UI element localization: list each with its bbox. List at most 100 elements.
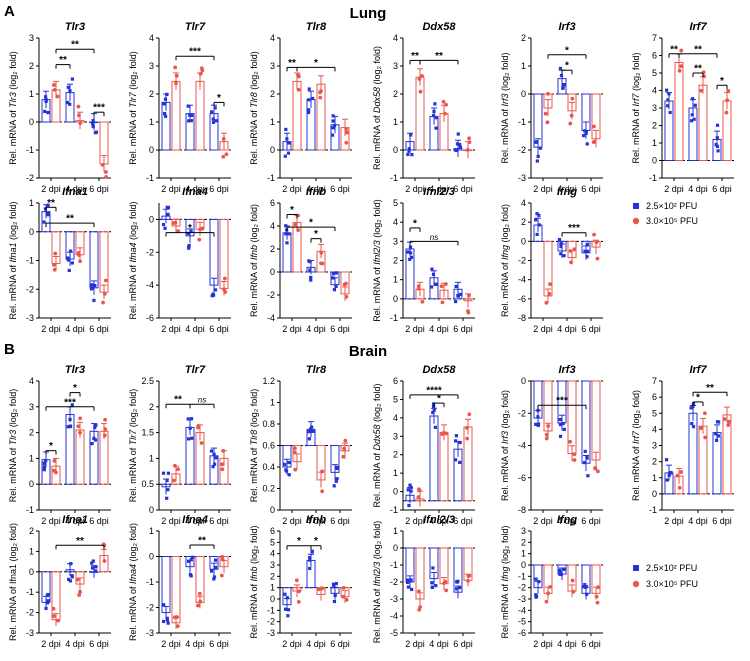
x-tick-label: 6 dpi: [453, 324, 473, 334]
x-tick-label: 6 dpi: [581, 324, 601, 334]
significance-label: *: [314, 58, 318, 69]
chart-a-ddx58: Ddx58 -1 0 1 2 3 4 Rel. mRNA of Ddx58 (log₂ fol…: [372, 21, 475, 194]
data-point: [296, 228, 301, 233]
significance-label: *: [217, 93, 221, 104]
significance-label: ***: [64, 397, 76, 408]
data-point: [594, 594, 599, 599]
y-tick-label: -1: [649, 505, 657, 515]
data-point: [176, 624, 180, 629]
data-point: [535, 159, 539, 163]
y-tick-label: 2: [652, 121, 657, 131]
y-tick-label: -3: [26, 313, 34, 323]
x-tick-label: 2 dpi: [664, 184, 684, 194]
data-point: [409, 489, 413, 493]
y-tick-label: 3: [521, 526, 526, 536]
significance-label: ***: [568, 223, 580, 234]
bar: [722, 100, 732, 161]
data-point: [213, 462, 217, 466]
data-point: [224, 152, 229, 157]
y-tick-label: -1: [267, 173, 275, 183]
data-point: [559, 73, 564, 78]
significance-label: **: [59, 55, 67, 66]
y-tick-label: 2: [521, 537, 526, 547]
data-point: [408, 257, 412, 261]
y-tick-label: 1: [521, 61, 526, 71]
y-tick-label: 0: [270, 267, 275, 277]
significance-label: ***: [189, 47, 201, 58]
y-tick-label: 2: [521, 33, 526, 43]
data-point: [594, 240, 599, 245]
x-tick-label: 2 dpi: [161, 324, 181, 334]
data-point: [331, 119, 335, 123]
y-tick-label: 3: [393, 236, 398, 246]
y-tick-label: 1: [270, 398, 275, 408]
chart-title: Ifnl2/3: [423, 514, 455, 526]
data-point: [668, 110, 672, 115]
y-tick-label: 0: [29, 479, 34, 489]
x-tick-label: 2 dpi: [282, 516, 302, 526]
data-point: [690, 421, 694, 426]
data-point: [583, 461, 587, 465]
y-tick-label: -1: [146, 173, 154, 183]
data-point: [693, 103, 697, 107]
data-point: [335, 465, 339, 469]
significance-label: **: [694, 64, 702, 75]
chart-b-irf3: Irf3 -8 -6 -4 -2 0 Rel. mRNA of Irf3 (log₂ fol…: [500, 364, 603, 526]
x-tick-label: 4 dpi: [557, 516, 577, 526]
y-axis-label: Rel. mRNA of Ifna4 (log₂ fold): [128, 201, 138, 319]
data-point: [558, 66, 562, 71]
chart-a-irf3: Irf3 -3 -2 -1 0 1 2 Rel. mRNA of Irf3 (log₂ fol…: [500, 21, 603, 194]
data-point: [283, 154, 287, 158]
data-point: [534, 140, 538, 144]
chart-b-ifna4: Ifna4 -3 -2 -1 0 1 Rel. mRNA of Ifna4 (log₂ fo…: [128, 514, 231, 649]
significance-label: **: [71, 40, 79, 51]
y-tick-label: 0: [149, 214, 154, 224]
y-axis-label-part: Rel. mRNA of Ifna1 (log₂ fold): [8, 523, 18, 641]
data-point: [77, 593, 82, 597]
y-tick-label: -4: [267, 313, 275, 323]
data-point: [432, 408, 436, 412]
y-axis-label: Rel. mRNA of Tlr7 (log₂ fold): [128, 389, 138, 503]
x-tick-label: 6 dpi: [453, 184, 473, 194]
legend-swatch-low: [633, 565, 639, 571]
significance-label: *: [565, 45, 569, 56]
chart-b-irf7: Irf7 -1 0 1 2 3 4 5 6 7 Rel. mRNA of Irf7 (log₂ fo…: [631, 364, 734, 526]
y-tick-label: 6: [270, 526, 275, 536]
y-tick-label: -3: [518, 594, 526, 604]
data-point: [430, 585, 435, 589]
significance-label: *: [49, 441, 53, 452]
x-tick-label: 4 dpi: [185, 516, 205, 526]
data-point: [698, 426, 703, 431]
significance-label: **: [174, 395, 182, 406]
data-point: [45, 593, 49, 598]
data-point: [66, 85, 70, 89]
y-tick-label: -1: [649, 173, 657, 183]
bar: [171, 80, 181, 151]
y-axis-label-part: (log₂ fold): [372, 199, 382, 240]
data-point: [309, 278, 313, 282]
data-point: [559, 252, 563, 256]
data-point: [534, 577, 538, 581]
data-point: [307, 430, 311, 434]
y-tick-label: -2: [26, 173, 34, 183]
chart-a-irf7: Irf7 -1 0 1 2 3 4 5 6 7 Rel. mRNA of Irf7 (log₂ fo…: [631, 21, 734, 194]
data-point: [214, 456, 218, 460]
x-tick-label: 2 dpi: [41, 184, 61, 194]
data-point: [320, 469, 324, 474]
x-tick-label: 4 dpi: [65, 639, 85, 649]
chart-title: Tlr8: [306, 21, 327, 33]
y-tick-label: 1: [393, 275, 398, 285]
data-point: [287, 473, 291, 477]
data-point: [90, 566, 95, 570]
panel-letter-a: A: [4, 3, 15, 20]
data-point: [43, 109, 47, 114]
y-tick-label: 0: [29, 227, 34, 237]
y-axis-label-part: (log₂ fold): [8, 51, 18, 92]
y-tick-label: -4: [390, 611, 398, 621]
y-axis-label-part: Tlr3: [8, 430, 18, 446]
data-point: [93, 438, 98, 442]
x-tick-label: 2 dpi: [282, 324, 302, 334]
y-tick-label: 0: [149, 505, 154, 515]
data-point: [89, 287, 94, 291]
data-point: [572, 247, 577, 252]
